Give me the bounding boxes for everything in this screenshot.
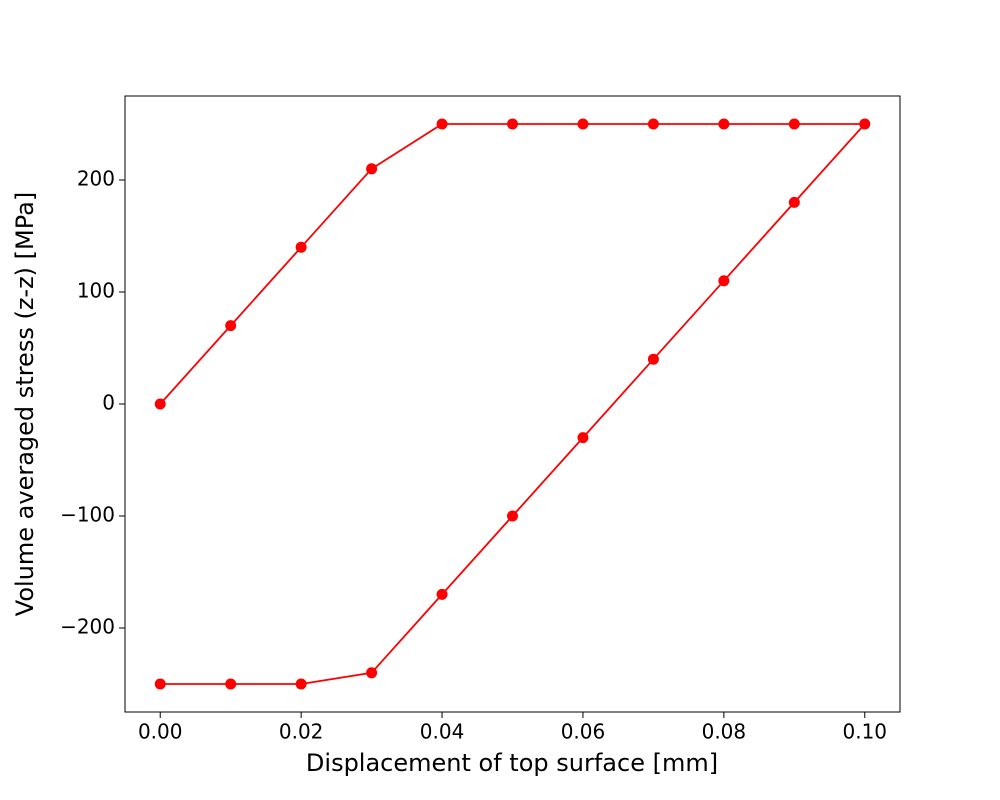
data-point	[436, 588, 448, 600]
x-tick-label: 0.10	[843, 720, 888, 744]
y-tick-label: −200	[60, 615, 115, 639]
data-point	[718, 275, 730, 287]
data-point	[295, 678, 307, 690]
data-point	[436, 118, 448, 130]
data-line	[159, 123, 867, 685]
x-tick-label: 0.04	[420, 720, 465, 744]
x-tick-label: 0.06	[561, 720, 606, 744]
y-tick-label: 200	[77, 167, 115, 191]
y-tick-label: 100	[77, 279, 115, 303]
x-tick-label: 0.00	[138, 720, 183, 744]
data-point	[366, 667, 378, 679]
data-point	[366, 163, 378, 175]
data-point	[577, 432, 589, 444]
x-axis-label: Displacement of top surface [mm]	[306, 749, 718, 777]
data-point	[154, 398, 166, 410]
data-point	[507, 510, 518, 522]
data-point	[295, 241, 307, 253]
x-tick-label: 0.02	[279, 720, 324, 744]
data-point	[154, 678, 166, 690]
x-tick-label: 0.08	[702, 720, 747, 744]
data-point	[647, 118, 659, 130]
y-tick-label: −100	[60, 503, 115, 527]
data-point	[507, 118, 518, 130]
data-point	[788, 118, 800, 130]
data-point	[647, 353, 659, 365]
plot-frame	[124, 95, 901, 713]
data-point	[225, 320, 237, 332]
data-point	[718, 118, 730, 130]
data-point	[788, 196, 800, 208]
data-point	[225, 678, 237, 690]
y-axis-label: Volume averaged stress (z-z) [MPa]	[11, 192, 39, 616]
data-point	[859, 118, 871, 130]
y-tick-label: 0	[102, 391, 115, 415]
data-point	[577, 118, 589, 130]
